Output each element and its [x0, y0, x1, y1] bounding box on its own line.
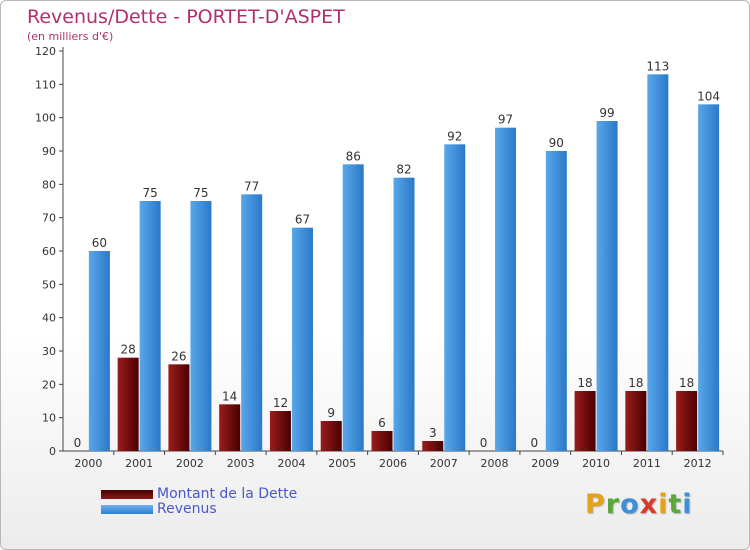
- y-tick-label: 0: [49, 445, 56, 458]
- bar-debt: [117, 357, 139, 451]
- bar-debt: [676, 391, 698, 451]
- data-label-debt: 18: [628, 376, 643, 390]
- data-label-revenue: 92: [447, 129, 462, 143]
- data-label-revenue: 82: [396, 163, 411, 177]
- data-label-revenue: 99: [599, 106, 614, 120]
- data-label-debt: 18: [577, 376, 592, 390]
- data-label-revenue: 75: [143, 186, 158, 200]
- data-label-revenue: 86: [346, 149, 361, 163]
- y-tick-label: 40: [42, 312, 56, 325]
- bar-debt: [371, 431, 393, 451]
- bar-revenue: [291, 227, 313, 451]
- x-tick-label: 2008: [481, 457, 509, 470]
- bar-debt: [574, 391, 596, 451]
- chart-title: Revenus/Dette - PORTET-D'ASPET: [27, 6, 345, 28]
- bar-debt: [422, 441, 444, 451]
- chart-subtitle: (en milliers d'€): [27, 30, 114, 43]
- bar-revenue: [88, 251, 110, 451]
- logo-letter: i: [682, 489, 693, 520]
- x-tick-label: 2002: [176, 457, 204, 470]
- bar-revenue: [698, 104, 720, 451]
- data-label-debt: 14: [222, 389, 237, 403]
- x-tick-label: 2012: [684, 457, 712, 470]
- x-tick-label: 2001: [125, 457, 153, 470]
- x-tick-label: 2007: [430, 457, 458, 470]
- data-label-revenue: 104: [697, 89, 720, 103]
- y-tick-label: 20: [42, 378, 56, 391]
- y-tick-label: 90: [42, 145, 56, 158]
- logo-letter: P: [585, 489, 606, 520]
- y-tick-label: 110: [35, 78, 56, 91]
- logo-letter: i: [658, 489, 669, 520]
- y-tick-label: 120: [35, 45, 56, 58]
- y-tick-label: 100: [35, 112, 56, 125]
- data-label-debt: 0: [74, 436, 82, 450]
- data-label-revenue: 113: [646, 59, 669, 73]
- data-label-revenue: 75: [193, 186, 208, 200]
- y-tick-label: 10: [42, 412, 56, 425]
- bar-revenue: [241, 194, 263, 452]
- x-tick-label: 2003: [227, 457, 255, 470]
- y-tick-label: 50: [42, 278, 56, 291]
- bar-revenue: [495, 127, 517, 452]
- x-tick-label: 2006: [379, 457, 407, 470]
- data-label-debt: 26: [171, 349, 186, 363]
- bar-debt: [269, 411, 291, 451]
- y-tick-label: 30: [42, 345, 56, 358]
- y-tick-label: 80: [42, 178, 56, 191]
- data-label-revenue: 90: [549, 136, 564, 150]
- bar-revenue: [342, 164, 364, 452]
- bar-revenue: [139, 201, 161, 451]
- bar-revenue: [444, 144, 466, 452]
- legend-label-debt: Montant de la Dette: [157, 486, 298, 502]
- data-label-debt: 28: [121, 343, 136, 357]
- bar-revenue: [545, 151, 567, 451]
- legend-label-revenue: Revenus: [157, 501, 217, 517]
- bar-revenue: [596, 121, 618, 451]
- x-tick-label: 2011: [633, 457, 661, 470]
- x-tick-label: 2010: [582, 457, 610, 470]
- proxiti-logo: Proxiti: [585, 489, 693, 520]
- data-label-revenue: 60: [92, 236, 107, 250]
- logo-letter: o: [620, 489, 640, 520]
- x-tick-label: 2004: [277, 457, 305, 470]
- x-tick-label: 2000: [74, 457, 102, 470]
- bar-revenue: [647, 74, 669, 451]
- data-label-revenue: 97: [498, 113, 513, 127]
- data-label-debt: 9: [327, 406, 335, 420]
- data-label-debt: 0: [480, 436, 488, 450]
- data-label-debt: 0: [530, 436, 538, 450]
- x-tick-label: 2009: [531, 457, 559, 470]
- logo-letter: t: [668, 489, 683, 520]
- data-label-debt: 3: [429, 426, 437, 440]
- bar-revenue: [190, 201, 212, 451]
- data-label-debt: 12: [273, 396, 288, 410]
- y-tick-label: 70: [42, 212, 56, 225]
- legend-swatch-debt: [101, 490, 153, 499]
- bar-debt: [219, 404, 241, 451]
- logo-letter: r: [605, 489, 621, 520]
- bar-revenue: [393, 177, 415, 451]
- y-tick-label: 60: [42, 245, 56, 258]
- data-label-revenue: 77: [244, 179, 259, 193]
- data-label-revenue: 67: [295, 213, 310, 227]
- bar-debt: [168, 364, 190, 451]
- bar-debt: [625, 391, 647, 451]
- legend-swatch-revenue: [101, 505, 153, 514]
- x-tick-label: 2005: [328, 457, 356, 470]
- bar-debt: [320, 421, 342, 451]
- data-label-debt: 18: [679, 376, 694, 390]
- logo-letter: x: [639, 489, 659, 520]
- data-label-debt: 6: [378, 416, 386, 430]
